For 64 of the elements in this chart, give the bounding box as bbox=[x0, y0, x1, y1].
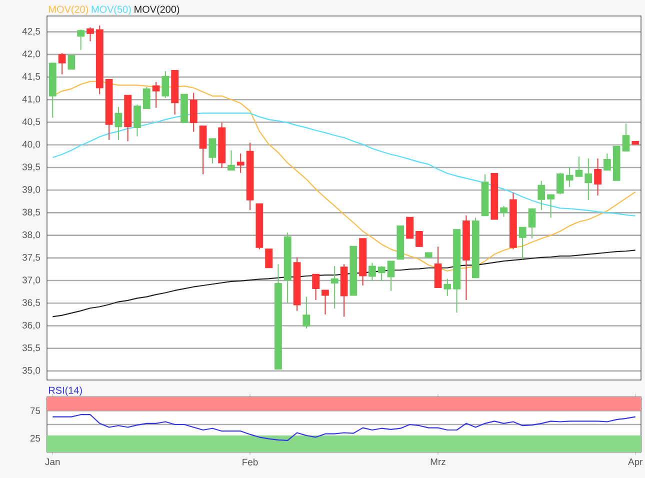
candlestick bbox=[312, 274, 320, 300]
candlestick bbox=[416, 230, 423, 248]
y-tick-label: 42,5 bbox=[22, 28, 40, 36]
x-tick-label: Feb bbox=[242, 458, 258, 466]
candlestick bbox=[162, 70, 170, 98]
y-tick-label: 36,0 bbox=[22, 322, 40, 330]
series-label: RSI(14) bbox=[49, 386, 82, 396]
candlestick bbox=[199, 125, 207, 175]
candlestick bbox=[584, 158, 592, 201]
y-tick-label: 40,5 bbox=[22, 118, 40, 126]
candlestick bbox=[566, 166, 574, 188]
candlestick bbox=[594, 158, 602, 196]
candlestick bbox=[142, 86, 150, 110]
y-tick-label: 41,5 bbox=[22, 73, 40, 81]
candlestick bbox=[77, 29, 85, 50]
text: MOV(20) bbox=[49, 6, 88, 15]
y-tick-label: 41,0 bbox=[22, 96, 40, 104]
candlestick bbox=[330, 266, 338, 310]
candlestick bbox=[322, 290, 329, 315]
candlestick bbox=[378, 266, 386, 282]
x-tick-label: Apr bbox=[628, 458, 643, 468]
candlestick bbox=[68, 55, 76, 70]
candlestick bbox=[236, 152, 244, 174]
candlestick bbox=[575, 156, 583, 178]
candlestick bbox=[114, 106, 122, 140]
y-tick-label: 75 bbox=[30, 407, 40, 414]
candlestick bbox=[528, 208, 536, 239]
candlestick bbox=[406, 216, 414, 239]
y-tick-label: 35,5 bbox=[22, 344, 40, 352]
candlestick bbox=[500, 205, 508, 218]
candlestick bbox=[518, 226, 526, 260]
y-tick-label: 35,0 bbox=[22, 367, 40, 375]
y-tick-label: 42,0 bbox=[22, 50, 40, 58]
candlestick bbox=[622, 123, 630, 152]
candlestick bbox=[387, 260, 395, 292]
candlestick bbox=[302, 296, 310, 329]
x-tick-label: Mrz bbox=[430, 458, 446, 466]
candlestick bbox=[444, 278, 452, 296]
candlestick bbox=[190, 92, 198, 132]
candlestick bbox=[152, 82, 160, 108]
candlestick bbox=[86, 26, 94, 42]
candlestick bbox=[265, 248, 272, 268]
candlestick bbox=[547, 194, 554, 218]
candlestick bbox=[368, 262, 376, 282]
y-tick-label: 38,5 bbox=[22, 208, 40, 217]
y-tick-label: 25 bbox=[30, 434, 40, 442]
y-tick-label: 40,0 bbox=[22, 140, 40, 149]
text: MOV(200) bbox=[134, 6, 180, 15]
candlestick bbox=[434, 246, 442, 288]
candlestick bbox=[58, 52, 66, 75]
candlestick bbox=[208, 138, 216, 164]
y-tick-label: 38,0 bbox=[22, 231, 40, 240]
text: MOV(50) bbox=[92, 6, 131, 15]
y-tick-label: 37,5 bbox=[22, 254, 40, 262]
candlestick bbox=[603, 152, 611, 171]
x-tick-label: Jan bbox=[45, 458, 60, 466]
candlestick bbox=[556, 172, 564, 195]
y-tick-label: 39,5 bbox=[22, 164, 40, 172]
candlestick bbox=[134, 104, 141, 137]
y-tick-label: 39,0 bbox=[22, 186, 40, 194]
y-tick-label: 36,5 bbox=[22, 299, 40, 308]
candlestick bbox=[228, 150, 235, 171]
candlestick bbox=[538, 180, 546, 210]
y-tick-label: 37,0 bbox=[22, 276, 40, 284]
